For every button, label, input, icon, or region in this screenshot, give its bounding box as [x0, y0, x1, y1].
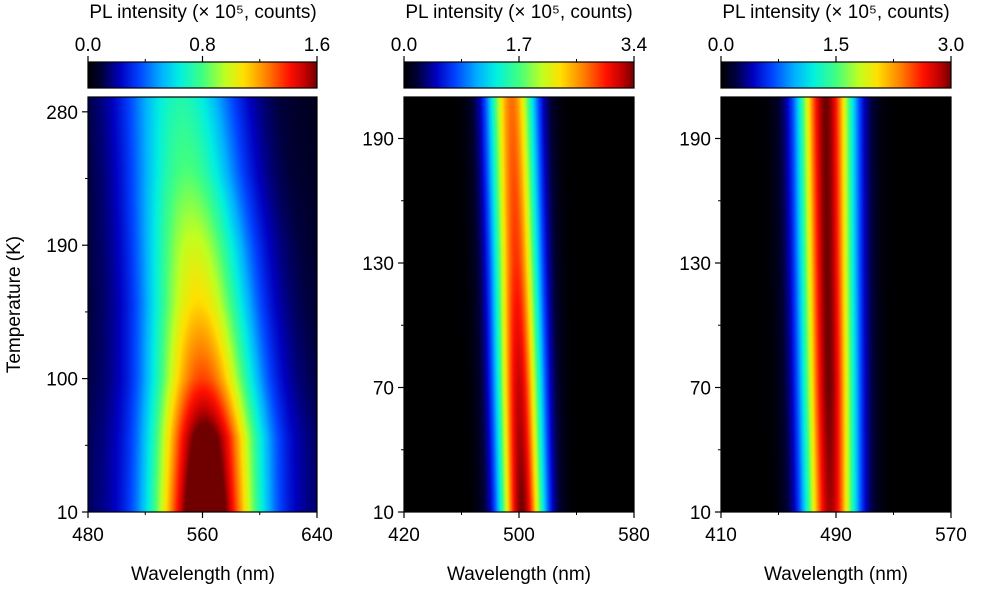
chart-panel-3: PL intensity (× 10⁵, counts) 0.0 1.5 3.0 410…: [679, 2, 967, 585]
y-tick-label: 70: [373, 379, 394, 400]
heatmap-image: [721, 97, 951, 512]
x-axis-label: Wavelength (nm): [764, 564, 908, 585]
y-tick-label: 10: [690, 503, 711, 524]
heatmap-image: [404, 97, 634, 512]
y-tick-label: 130: [362, 254, 394, 275]
x-axis-label: Wavelength (nm): [131, 564, 275, 585]
colorbar-title: PL intensity (× 10⁵, counts): [405, 2, 632, 23]
colorbar-tick-label: 1.7: [506, 35, 532, 56]
y-tick-label: 130: [679, 254, 711, 275]
colorbar: [720, 61, 952, 89]
colorbar-tick-label: 0.0: [708, 35, 734, 56]
colorbar-tick-label: 1.5: [823, 35, 849, 56]
colorbar: [403, 61, 635, 89]
x-tick-label: 500: [503, 525, 535, 546]
x-tick-label: 410: [705, 525, 737, 546]
y-tick-label: 280: [46, 103, 78, 124]
colorbar-tick-label: 0.0: [75, 35, 101, 56]
y-tick-label: 10: [373, 503, 394, 524]
colorbar-tick-label: 0.0: [391, 35, 417, 56]
colorbar-title: PL intensity (× 10⁵, counts): [722, 2, 949, 23]
x-tick-label: 560: [187, 525, 219, 546]
y-tick-label: 190: [46, 236, 78, 257]
heatmap-image: [88, 97, 317, 512]
colorbar-tick-label: 3.4: [621, 35, 648, 56]
y-axis-label: Temperature (K): [4, 236, 25, 373]
x-axis-label: Wavelength (nm): [447, 564, 591, 585]
colorbar-title: PL intensity (× 10⁵, counts): [89, 2, 316, 23]
y-tick-label: 190: [362, 130, 394, 151]
chart-panel-1: PL intensity (× 10⁵, counts) 0.0 0.8 1.6 480…: [4, 2, 333, 585]
colorbar-tick-label: 3.0: [938, 35, 964, 56]
y-tick-label: 190: [679, 130, 711, 151]
x-tick-label: 580: [618, 525, 650, 546]
y-tick-label: 100: [46, 370, 78, 391]
x-tick-label: 570: [935, 525, 967, 546]
colorbar-tick-label: 0.8: [189, 35, 215, 56]
y-tick-label: 10: [57, 503, 78, 524]
y-tick-label: 70: [690, 379, 711, 400]
x-tick-label: 640: [301, 525, 333, 546]
x-tick-label: 490: [820, 525, 852, 546]
x-tick-label: 420: [388, 525, 420, 546]
colorbar-tick-label: 1.6: [304, 35, 330, 56]
colorbar: [87, 61, 318, 89]
chart-panel-2: PL intensity (× 10⁵, counts) 0.0 1.7 3.4 420…: [362, 2, 650, 585]
x-tick-label: 480: [72, 525, 104, 546]
